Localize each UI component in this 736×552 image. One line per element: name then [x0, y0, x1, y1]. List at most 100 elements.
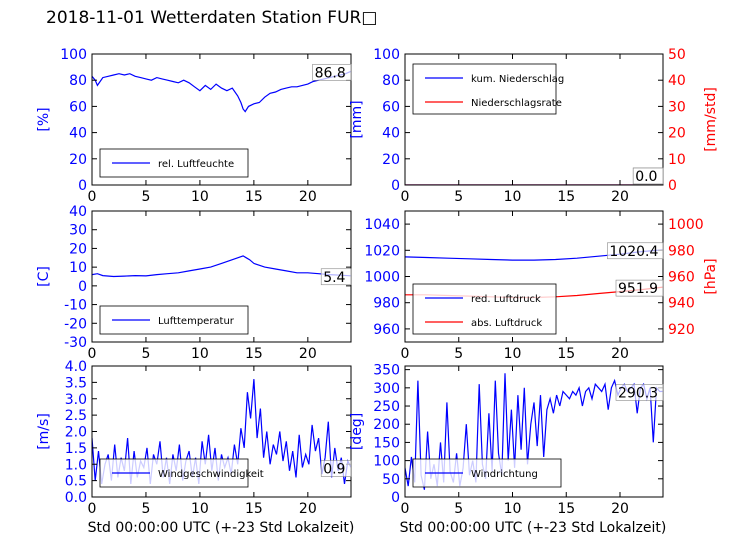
y-tick-label: 2.0 [65, 425, 87, 441]
y-axis-label: [C] [36, 266, 52, 287]
y-tick-label: 40 [69, 204, 87, 220]
y-tick-label: 0.5 [65, 474, 87, 490]
plot-frame [404, 53, 664, 186]
x-tick-label: 15 [557, 346, 575, 362]
y-tick-label: 80 [69, 73, 87, 89]
x-tick-label: 5 [454, 346, 463, 362]
plot-frame [404, 365, 664, 498]
y-tick-label: 980 [373, 296, 400, 312]
y-tick-label: 0 [391, 490, 400, 506]
legend-label: red. Luftdruck [471, 294, 541, 305]
y-tick-label: 200 [373, 417, 400, 433]
y-tick-label: 40 [69, 126, 87, 142]
x-tick-label: 10 [191, 346, 209, 362]
x-tick-label: 15 [245, 189, 263, 205]
x-tick-label: 0 [401, 189, 410, 205]
x-tick-label: 10 [504, 501, 522, 517]
y2-tick-label: 980 [668, 243, 695, 259]
x-tick-label: 0 [401, 346, 410, 362]
legend-label: Windrichtung [471, 469, 538, 480]
x-tick-label: 20 [299, 501, 317, 517]
last-value-box [320, 460, 352, 477]
last-value-box [615, 384, 664, 401]
y-tick-label: 250 [373, 399, 400, 415]
y-tick-label: 3.5 [65, 375, 87, 391]
legend-box [412, 283, 557, 335]
chart-title: 2018-11-01 Wetterdaten Station FUR□ [46, 8, 378, 28]
y-tick-label: 100 [60, 47, 87, 63]
series-line-0 [92, 70, 351, 113]
y-tick-label: 100 [373, 454, 400, 470]
panel-top-left: 0 5 10 15 20 0 20 40 60 80 100 [%] rel. Luftfeuchte 8… [36, 47, 352, 205]
y-tick-label: 2.5 [65, 408, 87, 424]
x-tick-label: 10 [504, 189, 522, 205]
y-tick-label: 1.0 [65, 457, 87, 473]
last-value-label: 5.4 [323, 270, 345, 286]
y-tick-label: 60 [69, 99, 87, 115]
last-value-box [320, 268, 352, 286]
y-tick-label: 1040 [364, 217, 400, 233]
y2-tick-label: 50 [668, 47, 686, 63]
y-axis-label: [deg] [349, 413, 365, 450]
x-axis-label-right: Std 00:00:00 UTC (+-23 Std Lokalzeit) [400, 520, 667, 536]
legend: rel. Luftfeuchte [99, 148, 249, 178]
plot-frame [91, 53, 352, 186]
y-tick-label: 300 [373, 381, 400, 397]
legend-label: Niederschlagsrate [471, 98, 562, 109]
y2-tick-label: 10 [668, 152, 686, 168]
panel-middle-left: 0 5 10 15 20 -30 -20 -10 0 10 20 30 40 [C] Lufttempera… [36, 204, 352, 362]
y-tick-label: 100 [373, 47, 400, 63]
x-tick-label: 10 [504, 346, 522, 362]
x-tick-label: 20 [611, 346, 629, 362]
last-value-label: 290.3 [618, 385, 658, 401]
last-value-box [632, 167, 664, 185]
y-tick-label: -30 [64, 335, 87, 351]
last-value-label: 0.0 [635, 169, 657, 185]
y-tick-label: 20 [382, 152, 400, 168]
legend: red. Luftdruck abs. Luftdruck [412, 283, 557, 335]
last-value-label: 951.9 [618, 281, 658, 297]
x-tick-label: 15 [245, 501, 263, 517]
y-tick-label: 0 [391, 178, 400, 194]
legend-label: Windgeschwindigkeit [158, 469, 264, 480]
y-tick-label: 350 [373, 363, 400, 379]
x-tick-label: 0 [401, 501, 410, 517]
panel-top-right: 0 5 10 15 20 0 20 40 60 80 100 0 10 20 30 40 50 [mm] [mm/s… [349, 47, 719, 205]
x-tick-label: 20 [299, 189, 317, 205]
y-axis-label: [mm] [349, 100, 365, 138]
y-tick-label: 3.0 [65, 392, 87, 408]
x-tick-label: 5 [454, 189, 463, 205]
legend-label: Lufttemperatur [158, 316, 235, 327]
legend: Windrichtung [412, 458, 562, 488]
x-tick-label: 0 [88, 501, 97, 517]
y2-tick-label: 30 [668, 99, 686, 115]
y2-axis-label: [hPa] [703, 258, 719, 294]
y2-tick-label: 40 [668, 73, 686, 89]
x-tick-label: 5 [141, 501, 150, 517]
y-tick-label: 1020 [364, 243, 400, 259]
x-tick-label: 5 [141, 346, 150, 362]
last-value-label: 86.8 [315, 65, 346, 81]
panel-middle-right: 0 5 10 15 20 960 980 1000 1020 1040 920 940 960 980 10… [364, 210, 719, 362]
x-tick-label: 5 [141, 189, 150, 205]
y-tick-label: 4.0 [65, 359, 87, 375]
y-axis-label: [%] [36, 107, 52, 131]
legend-label: kum. Niederschlag [471, 74, 564, 85]
last-value-box [615, 279, 664, 297]
x-tick-label: 10 [191, 189, 209, 205]
panel-bottom-right: 0 5 10 15 20050100150200250300350[deg]Windri… [349, 363, 664, 517]
panel-bottom-left: 0 5 10 15 20 0.00.51.01.52.02.53.03.54.0 [m/s]… [36, 359, 352, 517]
x-tick-label: 20 [299, 346, 317, 362]
y-tick-label: 10 [69, 260, 87, 276]
x-tick-label: 5 [454, 501, 463, 517]
y2-axis-label: [mm/std] [703, 87, 719, 152]
y-tick-label: 80 [382, 73, 400, 89]
legend: Lufttemperatur [99, 305, 249, 335]
y-tick-label: 20 [69, 152, 87, 168]
x-tick-label: 15 [245, 346, 263, 362]
legend-label: abs. Luftdruck [471, 318, 542, 329]
y-tick-label: 0 [78, 178, 87, 194]
y-tick-label: 60 [382, 99, 400, 115]
x-tick-label: 0 [88, 346, 97, 362]
